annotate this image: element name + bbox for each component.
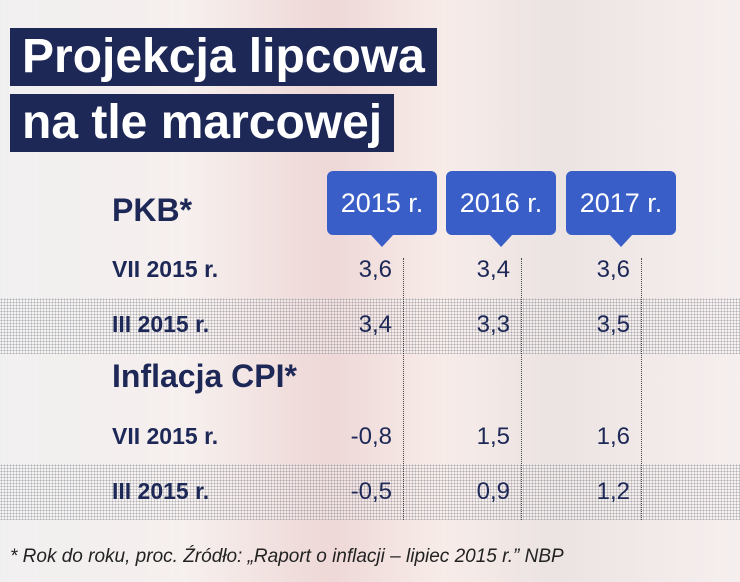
column-divider (403, 258, 404, 520)
title-line: na tle marcowej (10, 94, 395, 152)
section-title: PKB* (112, 192, 193, 228)
column-header: 2015 r. (327, 171, 437, 247)
cell-value: 3,3 (476, 311, 510, 338)
cell-value: 3,5 (596, 311, 630, 338)
column-divider (641, 258, 642, 520)
row-label: III 2015 r. (112, 311, 210, 337)
column-header: 2017 r. (566, 171, 676, 247)
cell-value: 3,6 (596, 256, 630, 283)
cell-value: 1,6 (596, 423, 630, 450)
row-band (0, 298, 740, 354)
section-title: Inflacja CPI* (112, 358, 297, 394)
cell-value: 1,5 (476, 423, 510, 450)
column-divider (521, 258, 522, 520)
row-label: VII 2015 r. (112, 423, 219, 449)
cell-value: -0,8 (350, 423, 392, 450)
row-band (0, 464, 740, 520)
cell-value: 3,6 (358, 256, 392, 283)
cell-value: 3,4 (358, 311, 392, 338)
column-header: 2016 r. (446, 171, 556, 247)
row-label: III 2015 r. (112, 478, 210, 504)
cell-value: -0,5 (350, 478, 392, 505)
title-line: Projekcja lipcowa (10, 28, 437, 86)
row-label: VII 2015 r. (112, 256, 219, 282)
footnote: * Rok do roku, proc. Źródło: „Raport o i… (10, 546, 564, 567)
cell-value: 1,2 (596, 478, 630, 505)
cell-value: 3,4 (476, 256, 510, 283)
cell-value: 0,9 (476, 478, 510, 505)
